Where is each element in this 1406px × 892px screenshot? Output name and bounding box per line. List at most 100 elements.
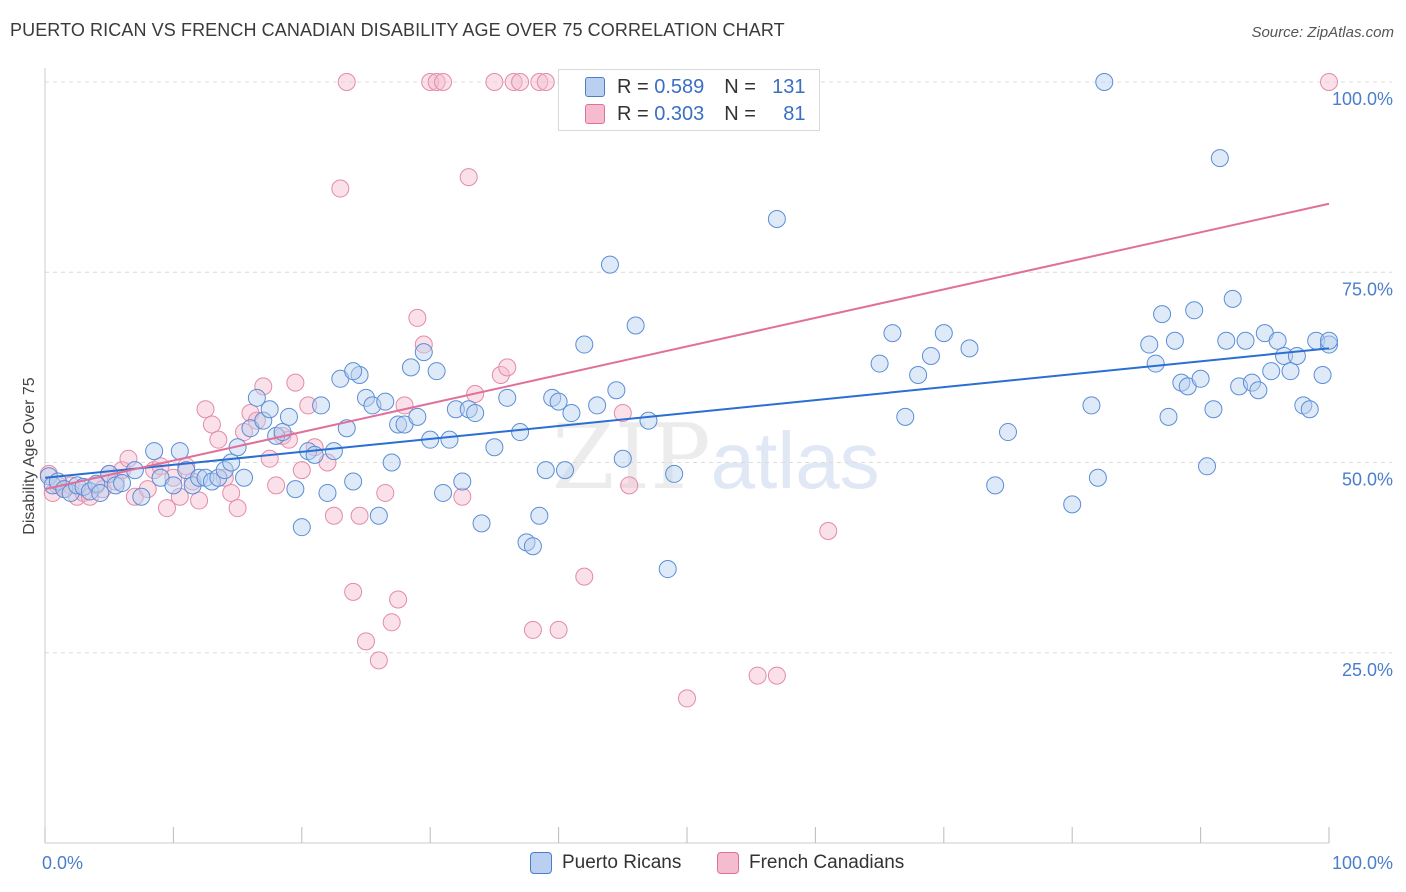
legend-swatch-blue (530, 852, 552, 874)
point-puerto-rican (549, 392, 568, 411)
point-french-canadian (1320, 73, 1338, 91)
point-puerto-rican (145, 442, 164, 461)
point-french-canadian (196, 400, 215, 419)
point-french-canadian (678, 689, 696, 708)
point-french-canadian (491, 365, 510, 384)
point-puerto-rican (209, 468, 228, 487)
stats-legend: R = 0.589 N = 131 R = 0.303 N = 81 (558, 69, 820, 131)
data-points (39, 73, 1338, 708)
point-puerto-rican (999, 423, 1017, 442)
point-puerto-rican (401, 358, 420, 377)
chart-title: PUERTO RICAN VS FRENCH CANADIAN DISABILI… (10, 20, 785, 40)
x-tick-label: 100.0% (1332, 853, 1393, 873)
point-puerto-rican (1153, 305, 1172, 324)
watermark-atlas: atlas (710, 416, 880, 505)
legend-item-french-canadians[interactable]: French Canadians (717, 852, 904, 874)
point-french-canadian (254, 377, 273, 396)
point-puerto-rican (389, 415, 408, 434)
trend-line-french-canadians (44, 202, 1330, 491)
r-value: 0.589 (654, 75, 705, 98)
legend-row-french-canadians: R = 0.303 N = 81 (585, 101, 806, 127)
point-puerto-rican (318, 483, 337, 502)
point-french-canadian (222, 483, 241, 502)
legend-label: Puerto Ricans (562, 852, 682, 873)
y-tick-label: 25.0% (1342, 660, 1393, 680)
point-french-canadian (748, 666, 767, 685)
point-puerto-rican (639, 411, 658, 430)
point-french-canadian (504, 73, 523, 91)
point-puerto-rican (132, 487, 151, 506)
point-puerto-rican (324, 442, 343, 461)
point-french-canadian (344, 582, 363, 601)
tick-labels: 25.0% 50.0% 75.0% 100.0% 0.0% 100.0% (42, 89, 1393, 873)
point-french-canadian (767, 666, 786, 685)
point-french-canadian (620, 476, 639, 495)
point-french-canadian (427, 73, 446, 91)
point-french-canadian (170, 487, 189, 506)
point-puerto-rican (600, 255, 619, 274)
point-puerto-rican (1185, 301, 1204, 320)
point-french-canadian (299, 396, 318, 415)
point-puerto-rican (382, 453, 401, 472)
point-french-canadian (389, 590, 408, 609)
point-puerto-rican (1198, 457, 1217, 476)
point-french-canadian (575, 567, 594, 586)
point-puerto-rican (613, 449, 632, 468)
point-puerto-rican (536, 461, 555, 480)
point-puerto-rican (1140, 335, 1159, 354)
point-puerto-rican (434, 483, 453, 502)
point-puerto-rican (485, 438, 504, 457)
point-french-canadian (453, 487, 472, 506)
grid-lines (45, 81, 1392, 654)
point-puerto-rican (254, 411, 273, 430)
point-puerto-rican (511, 423, 530, 442)
point-puerto-rican (286, 480, 305, 499)
y-tick-label: 100.0% (1332, 89, 1393, 109)
point-puerto-rican (1313, 365, 1332, 384)
point-puerto-rican (1236, 331, 1255, 350)
point-puerto-rican (344, 472, 363, 491)
point-puerto-rican (376, 392, 395, 411)
point-puerto-rican (247, 388, 266, 407)
point-puerto-rican (1063, 495, 1082, 514)
point-puerto-rican (1217, 331, 1236, 350)
trend-line-puerto-ricans (44, 347, 1330, 479)
point-puerto-rican (91, 483, 110, 502)
point-puerto-rican (556, 461, 575, 480)
point-puerto-rican (1223, 289, 1242, 308)
point-puerto-rican (607, 381, 626, 400)
legend-row-puerto-ricans: R = 0.589 N = 131 (585, 74, 806, 100)
point-puerto-rican (369, 506, 388, 525)
point-puerto-rican (414, 343, 433, 362)
point-french-canadian (209, 430, 228, 449)
point-french-canadian (382, 613, 401, 632)
point-puerto-rican (466, 404, 485, 423)
legend-item-puerto-ricans[interactable]: Puerto Ricans (530, 852, 681, 874)
r-label: R = (617, 102, 649, 125)
point-puerto-rican (1281, 362, 1300, 381)
point-puerto-rican (235, 468, 254, 487)
point-puerto-rican (292, 518, 311, 537)
point-puerto-rican (562, 404, 581, 423)
point-puerto-rican (453, 472, 472, 491)
point-puerto-rican (305, 445, 324, 464)
point-french-canadian (202, 415, 221, 434)
point-puerto-rican (767, 209, 786, 228)
n-value: 131 (772, 75, 806, 98)
point-puerto-rican (472, 514, 491, 533)
legend-label: French Canadians (749, 852, 905, 873)
point-french-canadian (260, 449, 279, 468)
point-puerto-rican (113, 474, 132, 493)
point-french-canadian (292, 461, 311, 480)
point-puerto-rican (260, 400, 279, 419)
r-value: 0.303 (654, 102, 705, 125)
point-puerto-rican (883, 324, 902, 343)
point-puerto-rican (1159, 407, 1178, 426)
n-label: N = (724, 75, 756, 98)
point-puerto-rican (626, 316, 645, 335)
watermark: ZIPatlas (552, 405, 880, 510)
point-french-canadian (350, 506, 369, 525)
point-puerto-rican (1320, 331, 1338, 350)
point-puerto-rican (1262, 362, 1281, 381)
